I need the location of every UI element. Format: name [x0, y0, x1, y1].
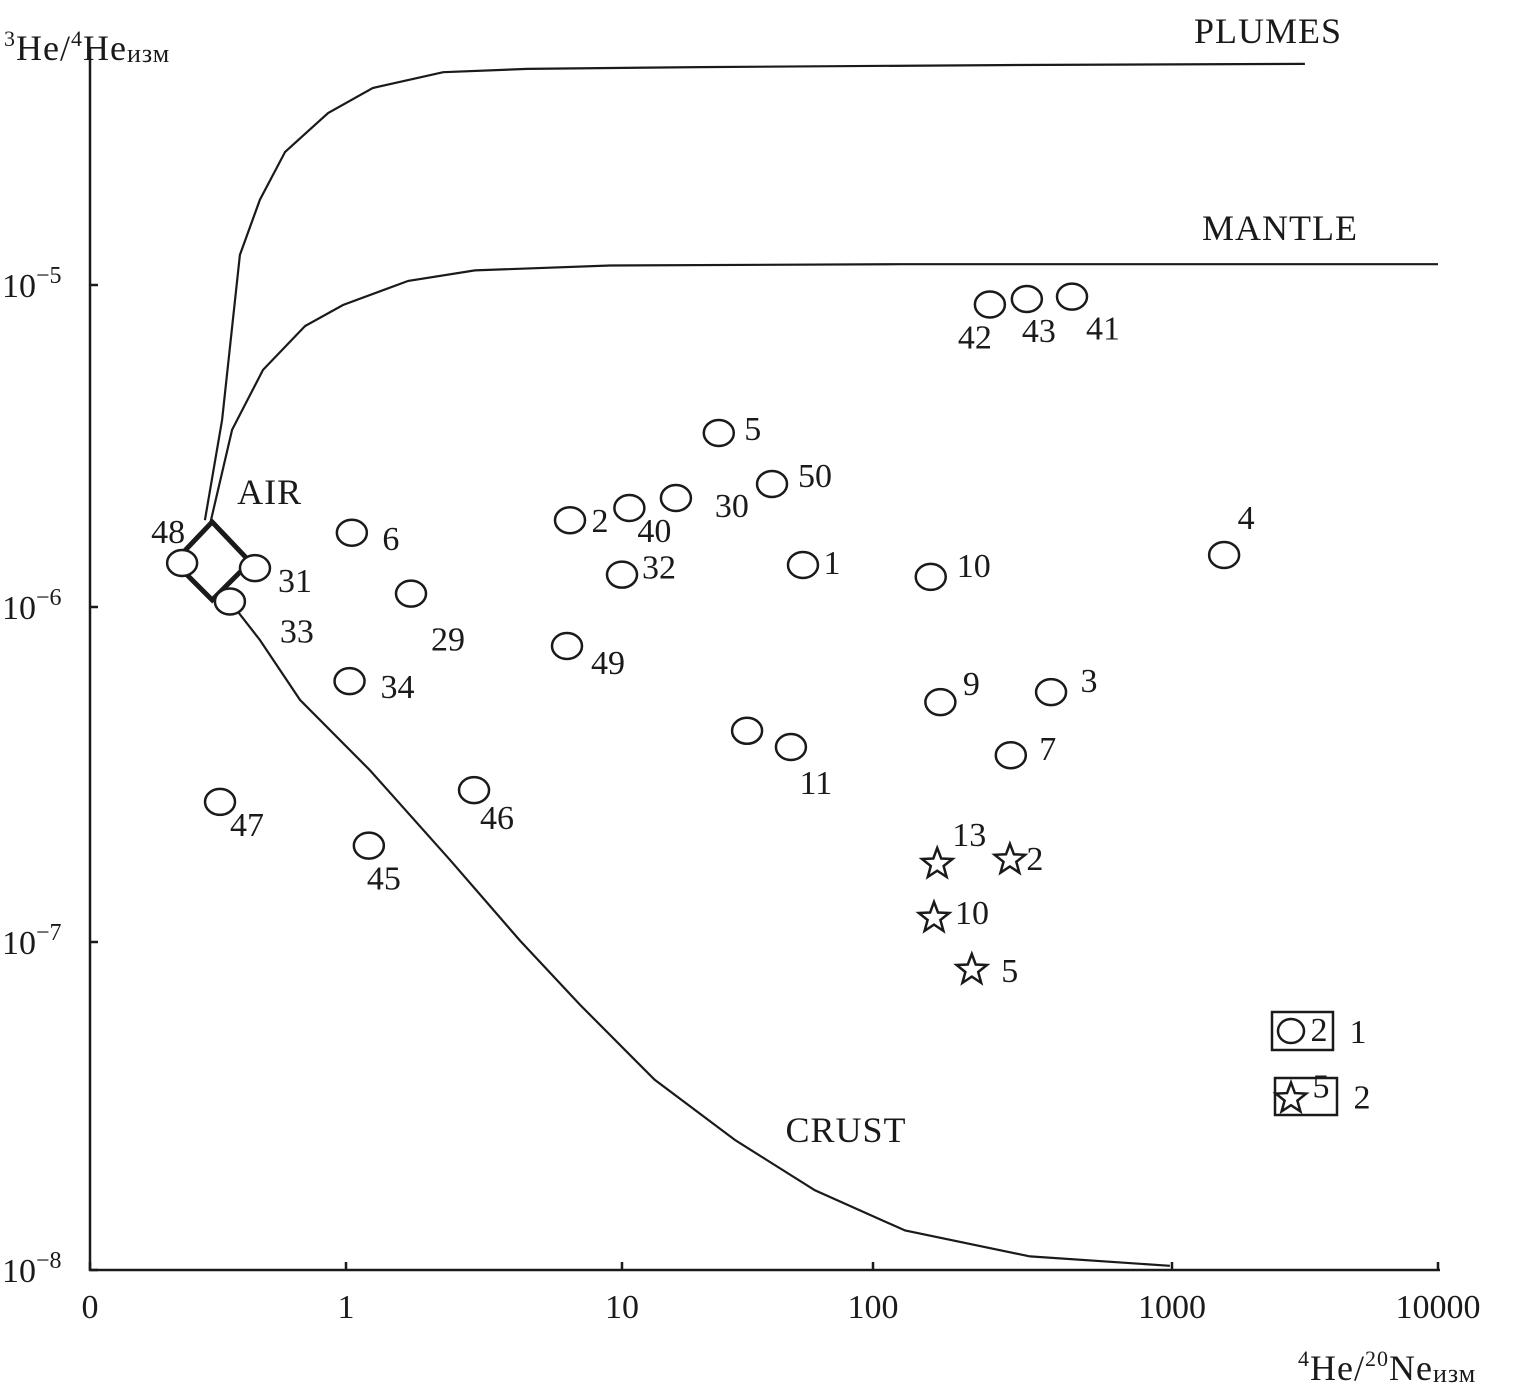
ticks: 0 1 10 100 1000 10000 10−5 10−6 10−7 10−8 [2, 263, 1481, 1326]
curve-label-plumes: PLUMES [1194, 11, 1342, 51]
circle-point [335, 518, 369, 548]
y-tick-label: 10−5 [2, 263, 62, 305]
legend-star-icon [1272, 1078, 1310, 1115]
point-label: 11 [800, 765, 833, 802]
model-curves: PLUMES MANTLE CRUST AIR [170, 11, 1438, 1267]
point-label: 49 [591, 645, 625, 682]
axes [88, 48, 1440, 1272]
x-axis-label: 4He/20Neизм [1298, 1346, 1476, 1388]
curve-mantle [208, 263, 1438, 526]
circle-point [333, 666, 366, 696]
point-label: 13 [952, 817, 986, 854]
point-label: 46 [480, 800, 514, 837]
point-label: 50 [798, 458, 832, 495]
point-label: 30 [715, 488, 749, 525]
circle-point [553, 505, 587, 535]
x-tick-label: 1 [338, 1289, 355, 1326]
point-label: 47 [230, 807, 264, 844]
point-label: 10 [957, 548, 991, 585]
point-label: 7 [1039, 731, 1056, 768]
circle-point [203, 787, 237, 817]
air-label: AIR [237, 472, 302, 512]
point-label: 5 [1001, 953, 1018, 990]
circle-point [1207, 540, 1241, 570]
circle-point [659, 483, 693, 513]
point-label: 40 [637, 513, 671, 550]
circle-point [755, 469, 789, 499]
circle-point [550, 631, 584, 661]
circle-point [457, 775, 491, 805]
point-label: 32 [642, 550, 676, 587]
circle-point [165, 548, 199, 578]
x-tick-label: 100 [848, 1289, 899, 1326]
legend-circle-icon [1276, 1017, 1306, 1045]
point-label: 34 [381, 669, 415, 706]
point-label: 9 [963, 666, 980, 703]
point-label: 45 [367, 861, 401, 898]
circle-point [730, 716, 764, 746]
star-point [915, 898, 953, 934]
circle-point [924, 687, 957, 717]
point-label: 29 [431, 622, 465, 659]
circle-point [914, 562, 947, 592]
point-label: 48 [151, 514, 185, 551]
curve-crust [229, 600, 1170, 1267]
circle-point [394, 579, 428, 608]
star-point [918, 844, 956, 880]
x-tick-label: 0 [82, 1289, 99, 1326]
circle-point [994, 740, 1028, 770]
circle-point [973, 290, 1007, 319]
point-label: 2 [1026, 841, 1043, 878]
curve-label-crust: CRUST [785, 1110, 906, 1150]
y-tick-label: 10−6 [2, 585, 62, 627]
point-label: 5 [744, 411, 761, 448]
circle-point [1055, 282, 1089, 311]
data-points: 42 43 41 5 50 30 40 2 48 31 33 6 29 32 1 10 4 49 34 9 37 11 47… [151, 282, 1255, 990]
circle-point [786, 550, 820, 580]
point-label: 33 [280, 614, 314, 651]
circle-point [613, 493, 646, 523]
circle-point [238, 553, 272, 583]
circle-point [605, 560, 639, 589]
star-point [991, 840, 1029, 876]
circle-point [213, 587, 247, 616]
legend-sample: 5 [1313, 1069, 1330, 1106]
point-label: 1 [823, 545, 840, 582]
legend-label: 1 [1350, 1014, 1367, 1051]
point-label: 2 [591, 503, 608, 540]
curve-label-mantle: MANTLE [1202, 208, 1358, 248]
y-tick-label: 10−7 [2, 920, 62, 962]
point-label: 3 [1081, 663, 1098, 700]
x-tick-label: 1000 [1138, 1289, 1206, 1326]
point-label: 6 [382, 521, 399, 558]
y-axis-label: 3He/4Heизм [4, 26, 170, 68]
air-diamond [170, 518, 254, 604]
x-tick-label: 10000 [1396, 1289, 1481, 1326]
x-tick-label: 10 [605, 1289, 639, 1326]
circle-point [1034, 677, 1068, 707]
circle-point [702, 418, 736, 448]
star-point [953, 950, 991, 986]
point-label: 31 [278, 563, 312, 600]
point-label: 41 [1086, 311, 1120, 348]
point-label: 43 [1022, 313, 1056, 350]
y-tick-label: 10−8 [2, 1248, 62, 1290]
legend-sample: 2 [1311, 1012, 1328, 1049]
point-label: 4 [1238, 500, 1255, 537]
curve-plumes [203, 62, 1305, 521]
point-label: 10 [955, 895, 989, 932]
circle-point [1010, 284, 1044, 314]
point-label: 42 [958, 319, 992, 356]
circle-point [774, 732, 808, 762]
legend: 2 15 2 [1270, 1010, 1371, 1117]
circle-point [352, 831, 386, 860]
legend-label: 2 [1354, 1080, 1371, 1117]
